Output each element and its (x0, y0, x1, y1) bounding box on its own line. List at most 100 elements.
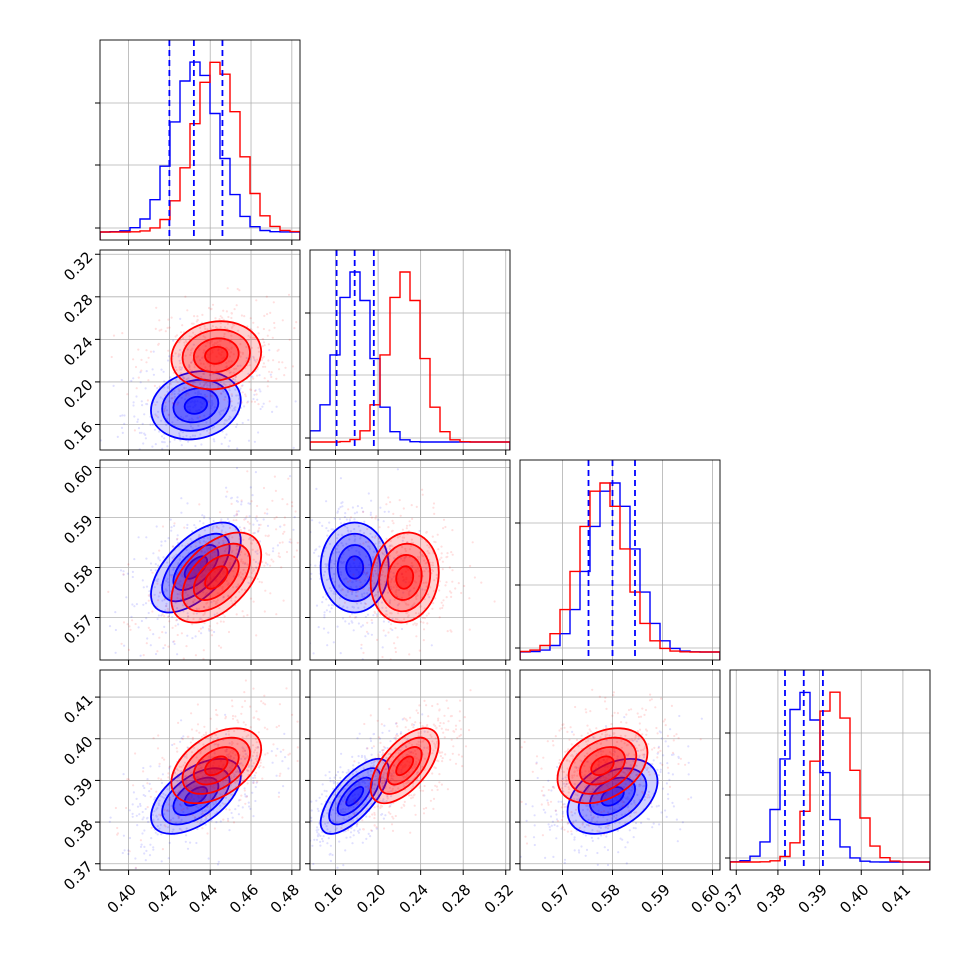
scatter-point (213, 344, 216, 347)
scatter-point (231, 714, 235, 718)
scatter-point (347, 567, 350, 570)
scatter-point (169, 382, 172, 385)
scatter-point (188, 418, 191, 421)
scatter-point (434, 737, 437, 740)
scatter-point (212, 768, 215, 771)
scatter-point (352, 812, 355, 815)
scatter-point (271, 499, 274, 502)
scatter-point (383, 724, 386, 727)
scatter-point (182, 735, 185, 738)
scatter-point (395, 722, 398, 725)
scatter-point (187, 796, 191, 799)
scatter-point (178, 359, 181, 362)
scatter-point (228, 526, 231, 529)
scatter-point (194, 654, 197, 657)
scatter-point (156, 747, 160, 750)
scatter-point (247, 418, 250, 422)
scatter-point (549, 815, 553, 818)
scatter-point (434, 766, 437, 770)
scatter-point (414, 753, 417, 756)
scatter-point (607, 782, 610, 785)
scatter-point (196, 393, 200, 396)
scatter-point (100, 439, 102, 442)
scatter-point (224, 779, 227, 782)
scatter-point (157, 599, 160, 602)
scatter-point (253, 751, 256, 754)
scatter-point (243, 315, 246, 318)
scatter-point (180, 368, 183, 371)
scatter-point (177, 623, 180, 626)
scatter-point (238, 537, 241, 541)
scatter-point (375, 758, 378, 762)
scatter-point (183, 761, 186, 764)
scatter-point (159, 396, 162, 399)
scatter-point (340, 589, 343, 592)
scatter-point (375, 564, 378, 568)
scatter-point (401, 756, 405, 759)
scatter-point (189, 435, 192, 439)
scatter-point (278, 614, 280, 616)
scatter-point (252, 781, 255, 784)
scatter-point (180, 415, 183, 418)
scatter-point (397, 588, 400, 592)
scatter-point (349, 533, 352, 536)
scatter-point (134, 857, 137, 860)
scatter-point (176, 633, 179, 637)
scatter-point (217, 348, 220, 351)
scatter-point (187, 405, 190, 408)
scatter-point (163, 625, 166, 628)
scatter-point (408, 520, 411, 523)
scatter-point (613, 750, 616, 753)
scatter-point (533, 843, 536, 847)
scatter-point (205, 381, 208, 384)
scatter-point (437, 717, 440, 720)
scatter-point (277, 348, 280, 351)
scatter-point (242, 721, 245, 724)
scatter-point (413, 763, 416, 766)
scatter-point (135, 797, 138, 800)
scatter-point (339, 652, 342, 655)
scatter-point (254, 517, 257, 520)
scatter-point (373, 817, 376, 820)
scatter-point (178, 434, 181, 437)
scatter-point (235, 499, 238, 503)
scatter-point (212, 775, 215, 778)
scatter-point (591, 839, 594, 842)
scatter-point (202, 605, 205, 608)
scatter-point (249, 705, 252, 708)
scatter-point (198, 600, 201, 603)
scatter-point (431, 772, 434, 775)
scatter-point (592, 797, 596, 800)
scatter-point (195, 465, 197, 467)
scatter-point (126, 778, 129, 781)
scatter-point (586, 808, 589, 811)
scatter-point (204, 541, 207, 544)
scatter-point (230, 496, 233, 499)
scatter-point (369, 714, 372, 717)
scatter-point (258, 374, 261, 377)
scatter-point (145, 349, 148, 352)
scatter-point (211, 770, 214, 774)
scatter-point (381, 570, 384, 573)
y-tick-label: 0.58 (60, 561, 96, 597)
scatter-point (247, 334, 250, 337)
scatter-point (583, 881, 585, 883)
scatter-point (626, 806, 629, 809)
scatter-point (191, 623, 194, 626)
scatter-point (178, 779, 181, 782)
scatter-point (384, 746, 387, 749)
scatter-point (591, 816, 594, 820)
scatter-point (386, 795, 389, 799)
scatter-point (226, 583, 229, 586)
scatter-point (155, 815, 158, 818)
scatter-point (214, 579, 217, 582)
scatter-point (304, 843, 306, 845)
scatter-point (590, 819, 593, 823)
scatter-point (166, 561, 169, 564)
x-tick-label: 0.46 (226, 881, 262, 917)
scatter-point (415, 773, 418, 776)
scatter-point (317, 809, 320, 813)
scatter-point (403, 765, 406, 768)
scatter-point (137, 376, 140, 379)
